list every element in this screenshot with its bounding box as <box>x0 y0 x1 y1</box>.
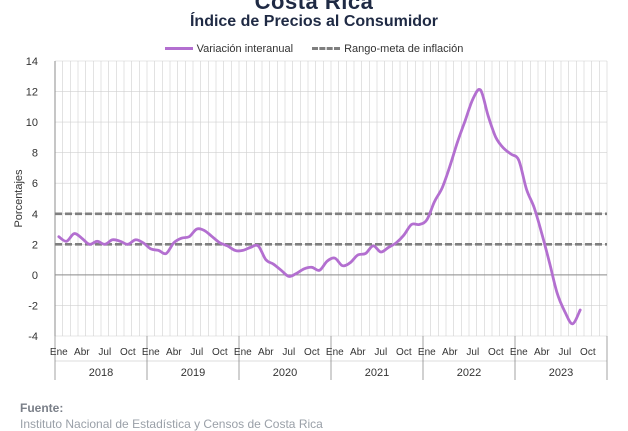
y-tick-label: 0 <box>32 270 38 282</box>
y-tick-label: 2 <box>32 239 38 251</box>
series-line-variacion-interanual <box>57 87 582 326</box>
x-month-tick-label: Abr <box>74 347 90 358</box>
x-month-tick-label: Oct <box>120 347 136 358</box>
x-month-tick-label: Abr <box>350 347 366 358</box>
x-month-tick-label: Oct <box>396 347 412 358</box>
y-tick-label: -4 <box>28 331 38 343</box>
x-month-tick-label: Abr <box>442 347 458 358</box>
x-month-tick-label: Ene <box>142 347 160 358</box>
legend-dashed-line-icon <box>312 47 341 50</box>
chart-top-title: Costa Rica <box>254 0 374 14</box>
source-text: Instituto Nacional de Estadística y Cens… <box>20 417 323 431</box>
x-year-label: 2021 <box>365 367 389 379</box>
x-month-tick-label: Ene <box>418 347 436 358</box>
x-month-tick-label: Jul <box>466 347 479 358</box>
x-month-tick-label: Oct <box>580 347 596 358</box>
chart-title: Índice de Precios al Consumidor <box>189 13 439 30</box>
y-tick-label: 4 <box>32 209 38 221</box>
x-month-tick-label: Abr <box>534 347 550 358</box>
x-month-tick-label: Oct <box>304 347 320 358</box>
x-year-label: 2020 <box>273 367 297 379</box>
x-month-tick-label: Oct <box>212 347 228 358</box>
chart-legend: Variación interanual Rango-meta de infla… <box>0 41 628 55</box>
source-label: Fuente: <box>20 401 64 415</box>
x-month-tick-label: Ene <box>326 347 344 358</box>
x-year-label: 2019 <box>181 367 205 379</box>
y-tick-label: 12 <box>26 87 38 99</box>
x-month-tick-label: Abr <box>258 347 274 358</box>
x-month-tick-label: Ene <box>510 347 528 358</box>
x-month-tick-label: Oct <box>488 347 504 358</box>
x-month-tick-label: Jul <box>282 347 295 358</box>
x-month-tick-label: Ene <box>234 347 252 358</box>
legend-solid-line-icon <box>164 47 193 50</box>
x-month-tick-label: Jul <box>190 347 203 358</box>
y-tick-label: -2 <box>28 300 38 312</box>
y-tick-label: 10 <box>26 117 38 129</box>
y-tick-label: 6 <box>32 178 38 190</box>
x-year-label: 2018 <box>89 367 113 379</box>
x-month-tick-label: Jul <box>558 347 571 358</box>
legend-band-label: Rango-meta de inflación <box>344 42 464 55</box>
legend-series-label: Variación interanual <box>196 42 294 55</box>
x-month-tick-label: Abr <box>166 347 182 358</box>
x-year-label: 2023 <box>549 367 573 379</box>
x-month-tick-label: Ene <box>50 347 68 358</box>
x-month-tick-label: Jul <box>98 347 111 358</box>
legend-item-series: Variación interanual <box>164 42 294 55</box>
x-month-tick-label: Jul <box>374 347 387 358</box>
y-tick-label: 8 <box>32 148 38 160</box>
y-tick-label: 14 <box>26 56 38 68</box>
y-axis-title: Porcentajes <box>13 169 25 228</box>
x-year-label: 2022 <box>457 367 481 379</box>
legend-item-band: Rango-meta de inflación <box>312 43 463 55</box>
